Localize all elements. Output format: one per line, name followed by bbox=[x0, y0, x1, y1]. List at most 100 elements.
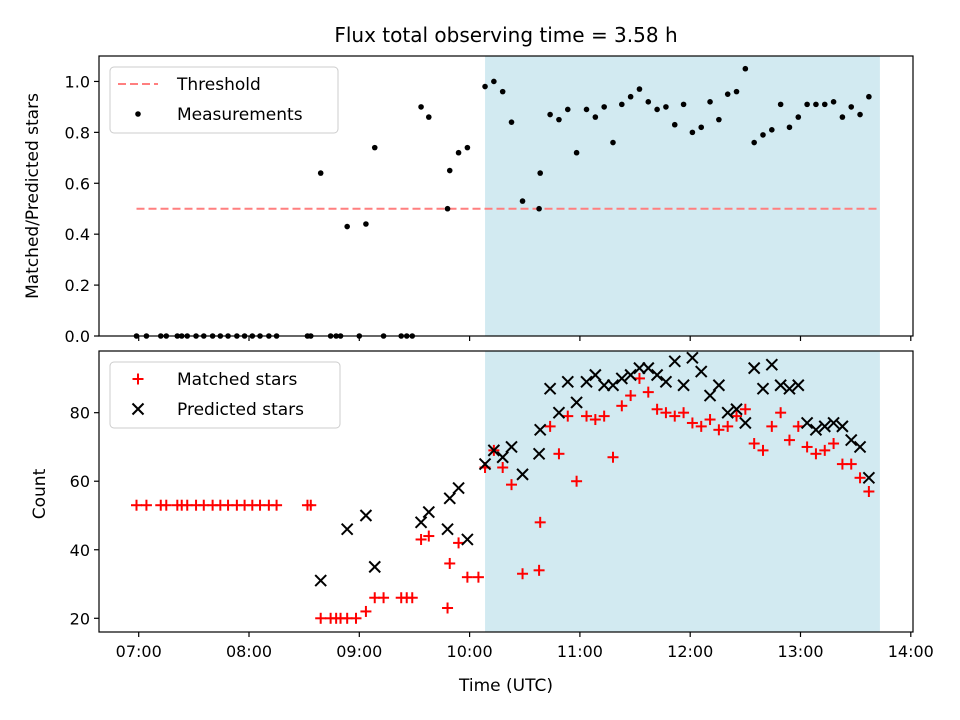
matched-star-point bbox=[792, 420, 804, 432]
predicted-star-point bbox=[703, 389, 717, 402]
measurement-point bbox=[724, 91, 731, 97]
matched-star-point bbox=[406, 592, 418, 604]
bottom-panel-x-ticks: 07:00 08:00 09:00 10:00 11:00 12:00 13:00 14:00 bbox=[116, 632, 934, 661]
measurement-point bbox=[663, 104, 669, 110]
predicted-star-point bbox=[461, 533, 474, 546]
predicted-star-point bbox=[570, 396, 583, 409]
predicted-star-point bbox=[756, 382, 770, 395]
measurement-point bbox=[804, 101, 810, 108]
measurement-point bbox=[455, 149, 462, 156]
predicted-star-point bbox=[695, 365, 708, 378]
measurement-point bbox=[866, 93, 872, 100]
matched-star-point bbox=[360, 605, 372, 617]
measurement-point bbox=[689, 129, 696, 136]
matched-star-point bbox=[757, 444, 769, 456]
predicted-star-point bbox=[633, 361, 646, 375]
matched-star-point bbox=[271, 499, 283, 511]
measurement-point bbox=[627, 93, 634, 100]
matched-star-point bbox=[783, 434, 795, 446]
matched-star-point bbox=[160, 499, 172, 511]
predicted-star-point bbox=[686, 351, 699, 365]
matched-star-point bbox=[748, 438, 760, 450]
matched-star-point bbox=[810, 448, 822, 460]
predicted-star-point bbox=[487, 444, 501, 457]
measurement-point bbox=[698, 124, 705, 131]
measurement-point bbox=[610, 139, 616, 146]
x-tick-label: 13:00 bbox=[777, 642, 823, 661]
predicted-star-point bbox=[845, 433, 858, 447]
measurement-point bbox=[547, 111, 553, 118]
measurement-point bbox=[592, 114, 599, 120]
measurement-point bbox=[645, 99, 652, 105]
predicted-star-point bbox=[853, 440, 867, 454]
predicted-star-point bbox=[818, 420, 831, 433]
matched-star-point bbox=[442, 602, 454, 614]
matched-star-point bbox=[669, 410, 681, 422]
y-tick-label: 0.4 bbox=[65, 225, 90, 244]
predicted-star-point bbox=[340, 522, 354, 536]
matched-star-point bbox=[863, 486, 875, 497]
predicted-star-point bbox=[516, 468, 529, 481]
matched-star-point bbox=[378, 592, 390, 604]
matched-star-point bbox=[305, 499, 317, 511]
matched-star-point bbox=[497, 462, 509, 474]
matched-star-point bbox=[506, 479, 518, 491]
predicted-star-point bbox=[712, 379, 726, 392]
legend-measurements-label: Measurements bbox=[177, 105, 303, 125]
measurement-point bbox=[619, 101, 625, 108]
measurement-point bbox=[733, 88, 740, 95]
matched-star-point bbox=[801, 441, 813, 453]
bottom-panel-frame bbox=[98, 350, 914, 633]
top-panel-frame bbox=[98, 55, 914, 337]
predicted-star-point bbox=[533, 423, 547, 437]
top-legend: Threshold Measurements bbox=[109, 66, 339, 134]
measurement-point bbox=[371, 144, 378, 151]
matched-star-point bbox=[562, 410, 574, 422]
matched-star-point bbox=[819, 444, 831, 456]
predicted-star-point bbox=[642, 361, 655, 375]
measurement-point bbox=[680, 101, 687, 108]
measurement-point bbox=[556, 116, 562, 123]
measurement-point bbox=[857, 111, 863, 118]
top-panel-y-ticks: 0.0 0.2 0.4 0.6 0.8 1.0 bbox=[65, 72, 99, 346]
measurement-point bbox=[482, 83, 488, 90]
matched-star-point bbox=[713, 424, 725, 436]
matched-star-point bbox=[686, 417, 698, 429]
x-axis-label: Time (UTC) bbox=[458, 676, 553, 696]
predicted-star-point bbox=[359, 509, 373, 522]
predicted-star-point bbox=[441, 522, 454, 536]
measurement-point bbox=[317, 170, 324, 176]
measurement-point bbox=[671, 121, 678, 128]
predicted-star-point bbox=[597, 379, 611, 392]
predicted-star-point bbox=[659, 375, 673, 389]
x-tick-label: 08:00 bbox=[226, 642, 272, 661]
matched-star-point bbox=[739, 403, 751, 415]
matched-star-point bbox=[845, 458, 857, 470]
predicted-star-point bbox=[809, 423, 823, 437]
matched-star-point bbox=[828, 438, 840, 450]
matched-star-point bbox=[461, 571, 473, 583]
x-tick-label: 07:00 bbox=[116, 642, 162, 661]
y-tick-label: 60 bbox=[70, 472, 90, 491]
measurement-point bbox=[508, 119, 515, 125]
predicted-star-point bbox=[589, 368, 602, 382]
measurement-point bbox=[707, 99, 713, 105]
measurement-point bbox=[769, 127, 775, 133]
matched-star-point bbox=[444, 557, 456, 569]
predicted-star-point bbox=[677, 379, 690, 392]
legend-matched-marker bbox=[132, 373, 144, 385]
predicted-star-point bbox=[668, 355, 681, 368]
predicted-star-point bbox=[792, 379, 805, 392]
matched-star-point bbox=[660, 407, 672, 419]
predicted-star-point bbox=[615, 372, 629, 385]
predicted-star-point bbox=[721, 406, 734, 419]
y-tick-label: 40 bbox=[70, 541, 90, 560]
measurement-point bbox=[425, 114, 432, 120]
measurement-point bbox=[742, 65, 749, 72]
top-panel: 0.0 0.2 0.4 0.6 0.8 1.0 Matched/Predicted sta… bbox=[23, 55, 914, 346]
measurement-point bbox=[519, 198, 526, 204]
matched-star-point bbox=[553, 448, 565, 460]
matched-star-point bbox=[453, 537, 465, 549]
predicted-star-point bbox=[774, 379, 787, 392]
predicted-star-point bbox=[783, 382, 796, 395]
